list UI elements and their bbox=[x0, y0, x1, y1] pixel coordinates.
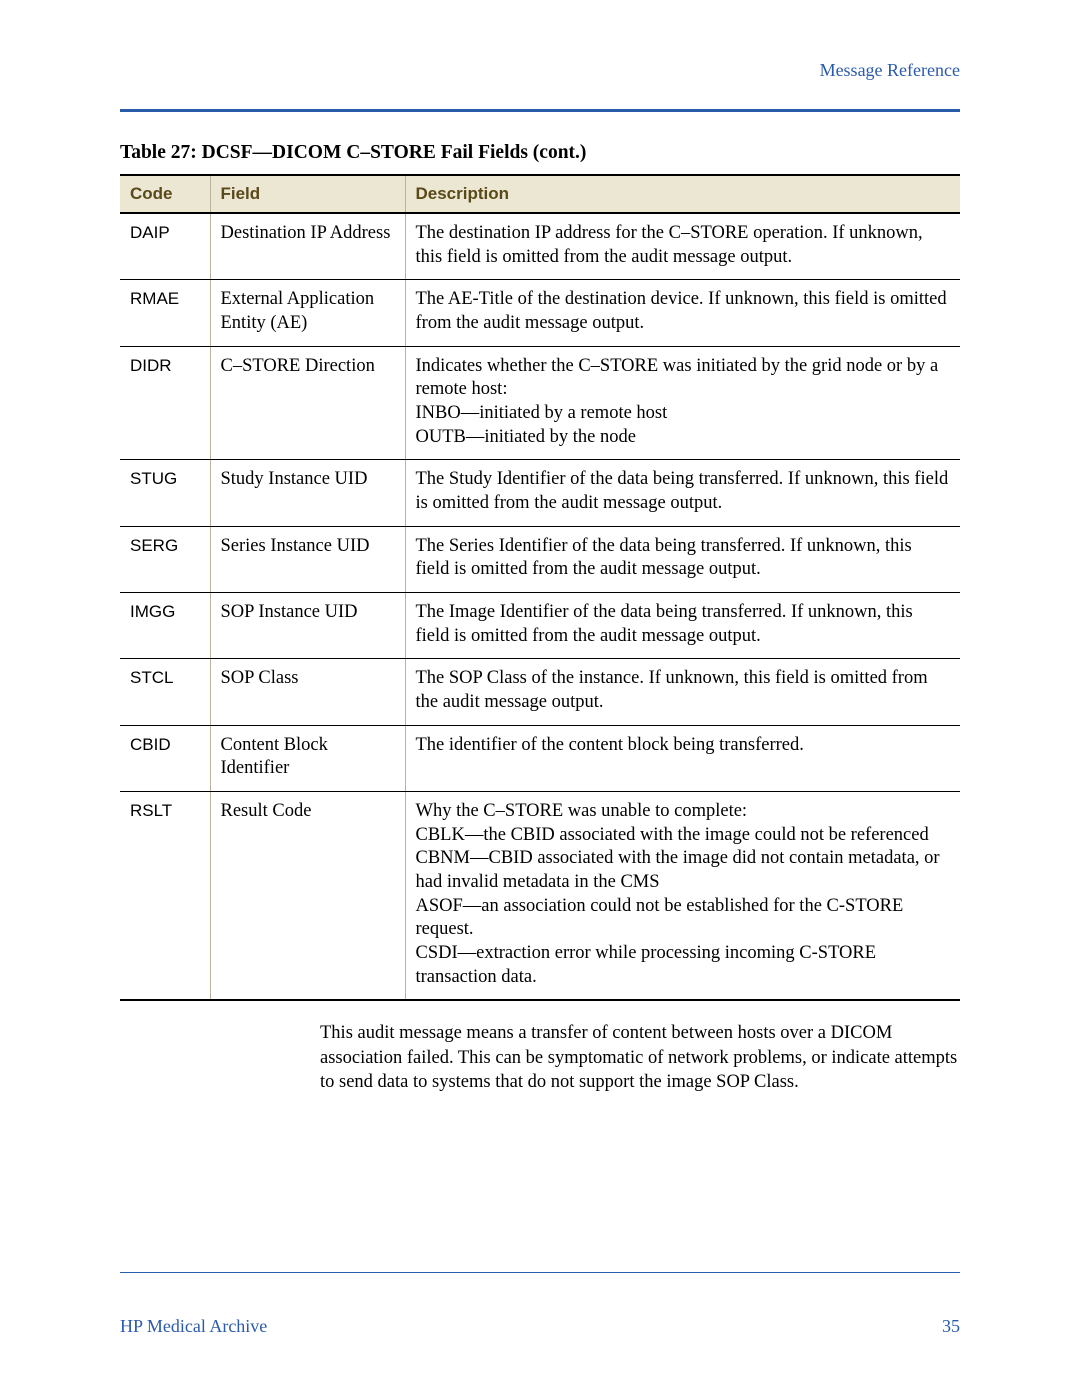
cell-code: STCL bbox=[120, 659, 210, 725]
cell-code: RMAE bbox=[120, 280, 210, 346]
table-row: DIDRC–STORE DirectionIndicates whether t… bbox=[120, 346, 960, 460]
cell-description: The SOP Class of the instance. If unknow… bbox=[405, 659, 960, 725]
header-rule bbox=[120, 109, 960, 112]
cell-description: The Series Identifier of the data being … bbox=[405, 526, 960, 592]
page: Message Reference Table 27: DCSF—DICOM C… bbox=[0, 0, 1080, 1397]
cell-description: The destination IP address for the C–STO… bbox=[405, 213, 960, 280]
cell-field: External Applica­tion Entity (AE) bbox=[210, 280, 405, 346]
table-row: DAIPDestination IP AddressThe destinatio… bbox=[120, 213, 960, 280]
col-header-code: Code bbox=[120, 175, 210, 213]
cell-field: SOP Instance UID bbox=[210, 593, 405, 659]
table-header-row: Code Field Description bbox=[120, 175, 960, 213]
table-row: STCLSOP ClassThe SOP Class of the instan… bbox=[120, 659, 960, 725]
table-row: SERGSeries Instance UIDThe Series Identi… bbox=[120, 526, 960, 592]
cell-code: DAIP bbox=[120, 213, 210, 280]
table-row: STUGStudy Instance UIDThe Study Identifi… bbox=[120, 460, 960, 526]
cell-code: IMGG bbox=[120, 593, 210, 659]
table-row: RSLTResult CodeWhy the C–STORE was unabl… bbox=[120, 792, 960, 1001]
footer-page-number: 35 bbox=[942, 1316, 960, 1337]
cell-description: Why the C–STORE was unable to complete: … bbox=[405, 792, 960, 1001]
cell-field: Content Block Identifier bbox=[210, 725, 405, 791]
cell-field: Result Code bbox=[210, 792, 405, 1001]
footer-rule bbox=[120, 1272, 960, 1273]
cell-field: Series Instance UID bbox=[210, 526, 405, 592]
cell-code: RSLT bbox=[120, 792, 210, 1001]
explanatory-paragraph: This audit message means a transfer of c… bbox=[320, 1021, 960, 1094]
cell-description: The Study Identifier of the data being t… bbox=[405, 460, 960, 526]
table-row: IMGGSOP Instance UIDThe Image Identifier… bbox=[120, 593, 960, 659]
table-row: CBIDContent Block IdentifierThe identifi… bbox=[120, 725, 960, 791]
cell-field: Study Instance UID bbox=[210, 460, 405, 526]
cell-description: The Image Identifier of the data being t… bbox=[405, 593, 960, 659]
cell-field: C–STORE Direction bbox=[210, 346, 405, 460]
col-header-desc: Description bbox=[405, 175, 960, 213]
table-row: RMAEExternal Applica­tion Entity (AE)The… bbox=[120, 280, 960, 346]
cell-description: The AE-Title of the destination device. … bbox=[405, 280, 960, 346]
cell-description: The identifier of the content block bein… bbox=[405, 725, 960, 791]
table-title: Table 27: DCSF—DICOM C–STORE Fail Fields… bbox=[120, 142, 960, 164]
cell-code: DIDR bbox=[120, 346, 210, 460]
data-table: Code Field Description DAIPDestination I… bbox=[120, 174, 960, 1001]
page-footer: HP Medical Archive 35 bbox=[120, 1316, 960, 1337]
cell-code: STUG bbox=[120, 460, 210, 526]
section-link[interactable]: Message Reference bbox=[120, 60, 960, 81]
cell-code: CBID bbox=[120, 725, 210, 791]
footer-doc-title: HP Medical Archive bbox=[120, 1316, 267, 1337]
cell-description: Indicates whether the C–STORE was initia… bbox=[405, 346, 960, 460]
cell-field: Destination IP Address bbox=[210, 213, 405, 280]
col-header-field: Field bbox=[210, 175, 405, 213]
cell-code: SERG bbox=[120, 526, 210, 592]
cell-field: SOP Class bbox=[210, 659, 405, 725]
